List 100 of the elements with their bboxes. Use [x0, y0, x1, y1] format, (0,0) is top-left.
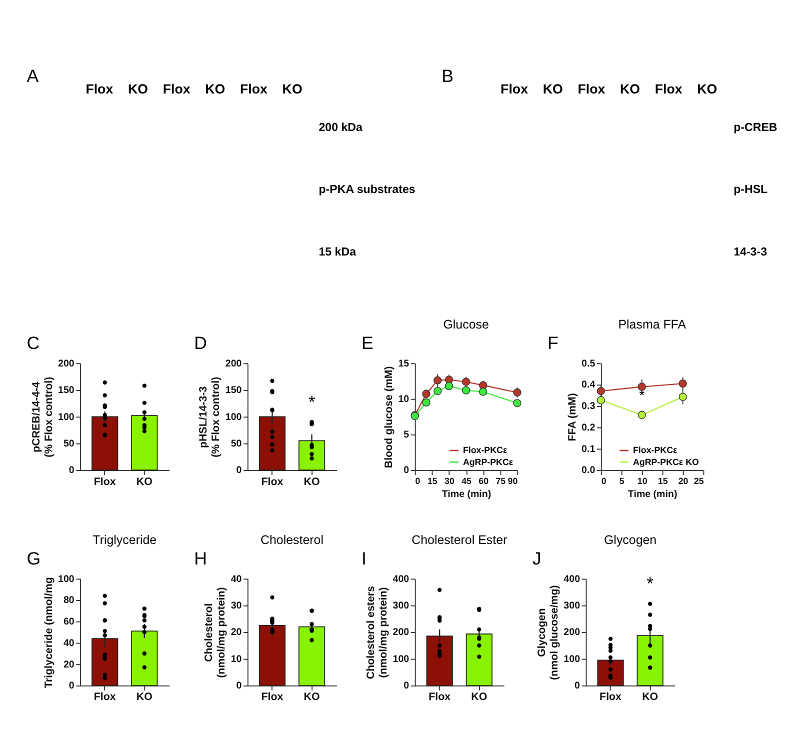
y-tick-label: 5	[404, 430, 410, 441]
category-label: Flox	[500, 82, 529, 97]
category-label: KO	[697, 82, 718, 97]
x-tick-label: 20	[678, 476, 688, 486]
x-tick-label: 15	[427, 476, 438, 486]
legend-label: AgRP-PKCε KO	[632, 456, 700, 467]
y-tick-label: 40	[63, 638, 75, 649]
text: 14-3-3	[734, 246, 768, 259]
y-axis-title: pHSL/14-3-3 (% Flox control)	[198, 376, 222, 458]
y-tick-label: 0.0	[582, 465, 596, 476]
y-tick-label: 0.4	[582, 380, 596, 391]
x-tick-label: KO	[304, 476, 320, 488]
x-tick-label: KO	[642, 691, 658, 704]
text: p-CREB	[734, 122, 778, 134]
y-tick-label: 100	[392, 654, 410, 665]
x-tick-label: 45	[462, 476, 472, 486]
y-tick-label: 0	[236, 680, 242, 692]
x-tick-label: 30	[444, 476, 454, 486]
category-label: Flox	[578, 82, 606, 97]
annotation: *	[308, 392, 316, 412]
category-label: KO	[282, 82, 302, 97]
annotation: *	[639, 388, 646, 404]
y-tick-label: 300	[392, 600, 410, 612]
x-tick-label: 75	[496, 476, 506, 486]
y-axis-title: Cholesterol (nmol/mg protein)	[203, 586, 228, 678]
x-tick-label: KO	[136, 691, 152, 704]
y-tick-label: 0	[68, 465, 75, 476]
x-tick-label: Flox	[428, 691, 451, 704]
y-tick-label: 60	[63, 616, 75, 628]
y-axis-title: Triglyceride (nmol/mg	[42, 577, 55, 688]
text: E	[361, 333, 374, 354]
x-tick-label: 15	[658, 476, 668, 486]
x-tick-label: 0	[601, 476, 606, 486]
y-tick-label: 200	[564, 627, 581, 638]
y-tick-label: 150	[58, 385, 75, 396]
x-tick-label: Flox	[94, 476, 116, 488]
y-tick-label: 0.1	[582, 444, 596, 455]
y-tick-label: 0	[68, 680, 75, 692]
y-tick-label: 40	[230, 574, 242, 585]
x-tick-label: 10	[637, 476, 648, 486]
chart-title: Cholesterol	[260, 532, 324, 547]
x-tick-label: KO	[304, 691, 320, 704]
y-tick-label: 400	[564, 574, 581, 585]
x-tick-label: 5	[619, 476, 624, 486]
y-tick-label: 20	[63, 659, 75, 670]
category-label: KO	[620, 82, 640, 97]
y-tick-label: 100	[564, 654, 581, 665]
category-label: Flox	[654, 82, 683, 97]
y-tick-label: 0	[236, 465, 242, 476]
text: B	[442, 66, 454, 86]
x-tick-label: Flox	[94, 691, 116, 704]
y-axis-title: Glycogen (nmol glucose/mg)	[536, 584, 560, 680]
x-tick-label: KO	[471, 691, 488, 704]
chart-title: Plasma FFA	[618, 318, 687, 332]
x-tick-label: Flox	[261, 691, 284, 704]
y-tick-label: 15	[398, 358, 410, 370]
y-axis-title: Cholesterol esters (nmol/mg protein)	[365, 586, 390, 680]
y-tick-label: 200	[225, 358, 242, 370]
text: D	[194, 333, 207, 354]
y-axis-title: Blood glucose (mM)	[382, 366, 395, 468]
y-tick-label: 300	[564, 600, 581, 612]
category-label: KO	[128, 82, 148, 97]
text: C	[26, 333, 40, 354]
text: 200 kDa	[318, 122, 363, 134]
text: J	[532, 548, 542, 568]
annotation: *	[646, 574, 654, 594]
chart-title: Triglyceride	[92, 532, 157, 547]
legend-label: Flox-PKCε	[462, 445, 508, 456]
y-tick-label: 20	[230, 627, 242, 638]
chart-title: Glycogen	[604, 532, 657, 547]
x-tick-label: Flox	[600, 691, 622, 704]
category-label: Flox	[240, 82, 268, 97]
x-tick-label: 60	[478, 476, 489, 486]
y-tick-label: 80	[63, 595, 75, 606]
y-tick-label: 10	[398, 394, 410, 405]
x-tick-label: 0	[415, 476, 420, 486]
text: F	[548, 333, 559, 354]
category-label: KO	[542, 82, 563, 97]
y-tick-label: 50	[230, 438, 242, 450]
y-axis-title: pCREB/14-4-4 (% Flox control)	[30, 376, 55, 458]
y-tick-label: 0.2	[582, 422, 596, 434]
chart-title: Glucose	[443, 318, 489, 332]
text: I	[361, 548, 366, 568]
x-tick-label: 25	[694, 476, 704, 486]
text: p-HSL	[734, 184, 768, 196]
y-tick-label: 0.5	[582, 358, 596, 370]
category-label: KO	[205, 82, 226, 97]
y-tick-label: 200	[392, 627, 410, 638]
y-tick-label: 100	[225, 412, 242, 423]
y-tick-label: 0.3	[582, 401, 596, 412]
legend-label: AgRP-PKCε	[462, 456, 514, 467]
y-tick-label: 30	[230, 600, 242, 612]
legend-label: Flox-PKCε	[632, 445, 678, 456]
text: p-PKA substrates	[318, 184, 416, 196]
y-tick-label: 0	[404, 465, 410, 476]
text: H	[194, 548, 207, 568]
x-axis-title: Time (min)	[628, 489, 678, 500]
x-tick-label: 90	[508, 476, 518, 486]
text: 15 kDa	[318, 246, 357, 259]
y-tick-label: 150	[225, 385, 242, 396]
